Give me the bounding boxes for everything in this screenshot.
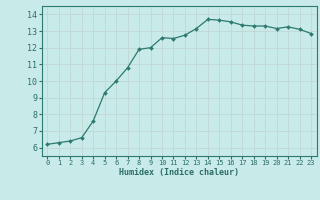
X-axis label: Humidex (Indice chaleur): Humidex (Indice chaleur) [119,168,239,177]
